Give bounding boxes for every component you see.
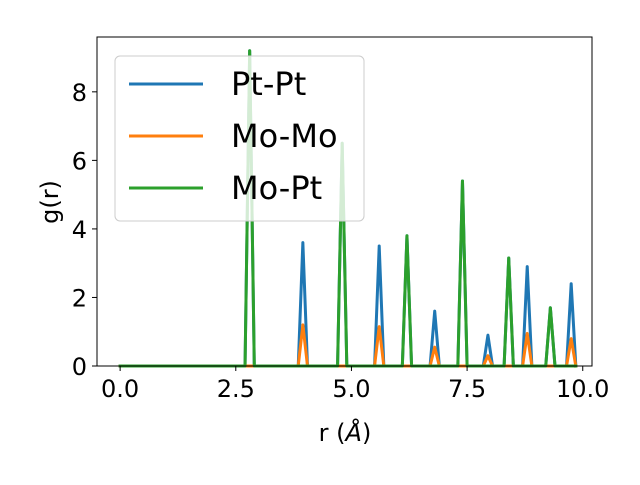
- x-tick-label: 2.5: [217, 375, 255, 403]
- x-tick-label: 10.0: [556, 375, 609, 403]
- y-tick-label: 8: [72, 79, 87, 107]
- legend-label: Mo-Pt: [231, 169, 322, 207]
- legend-box: [114, 55, 365, 222]
- y-tick-label: 6: [72, 147, 87, 175]
- x-tick-label: 0.0: [101, 375, 139, 403]
- legend: Pt-Pt Mo-Mo Mo-Pt: [114, 55, 365, 222]
- plot-frame: [96, 36, 593, 367]
- legend-label: Mo-Mo: [231, 117, 338, 155]
- x-tick-label: 7.5: [448, 375, 486, 403]
- legend-label: Pt-Pt: [231, 65, 306, 103]
- y-axis-ticks: 0 2 4 6 8: [72, 79, 97, 381]
- y-axis-label: g(r): [36, 180, 64, 224]
- y-tick-label: 4: [72, 216, 87, 244]
- x-axis-ticks: 0.0 2.5 5.0 7.5 10.0: [101, 366, 609, 403]
- x-axis-label: r (Å): [319, 418, 372, 447]
- x-tick-label: 5.0: [332, 375, 370, 403]
- y-tick-label: 0: [72, 353, 87, 381]
- y-tick-label: 2: [72, 284, 87, 312]
